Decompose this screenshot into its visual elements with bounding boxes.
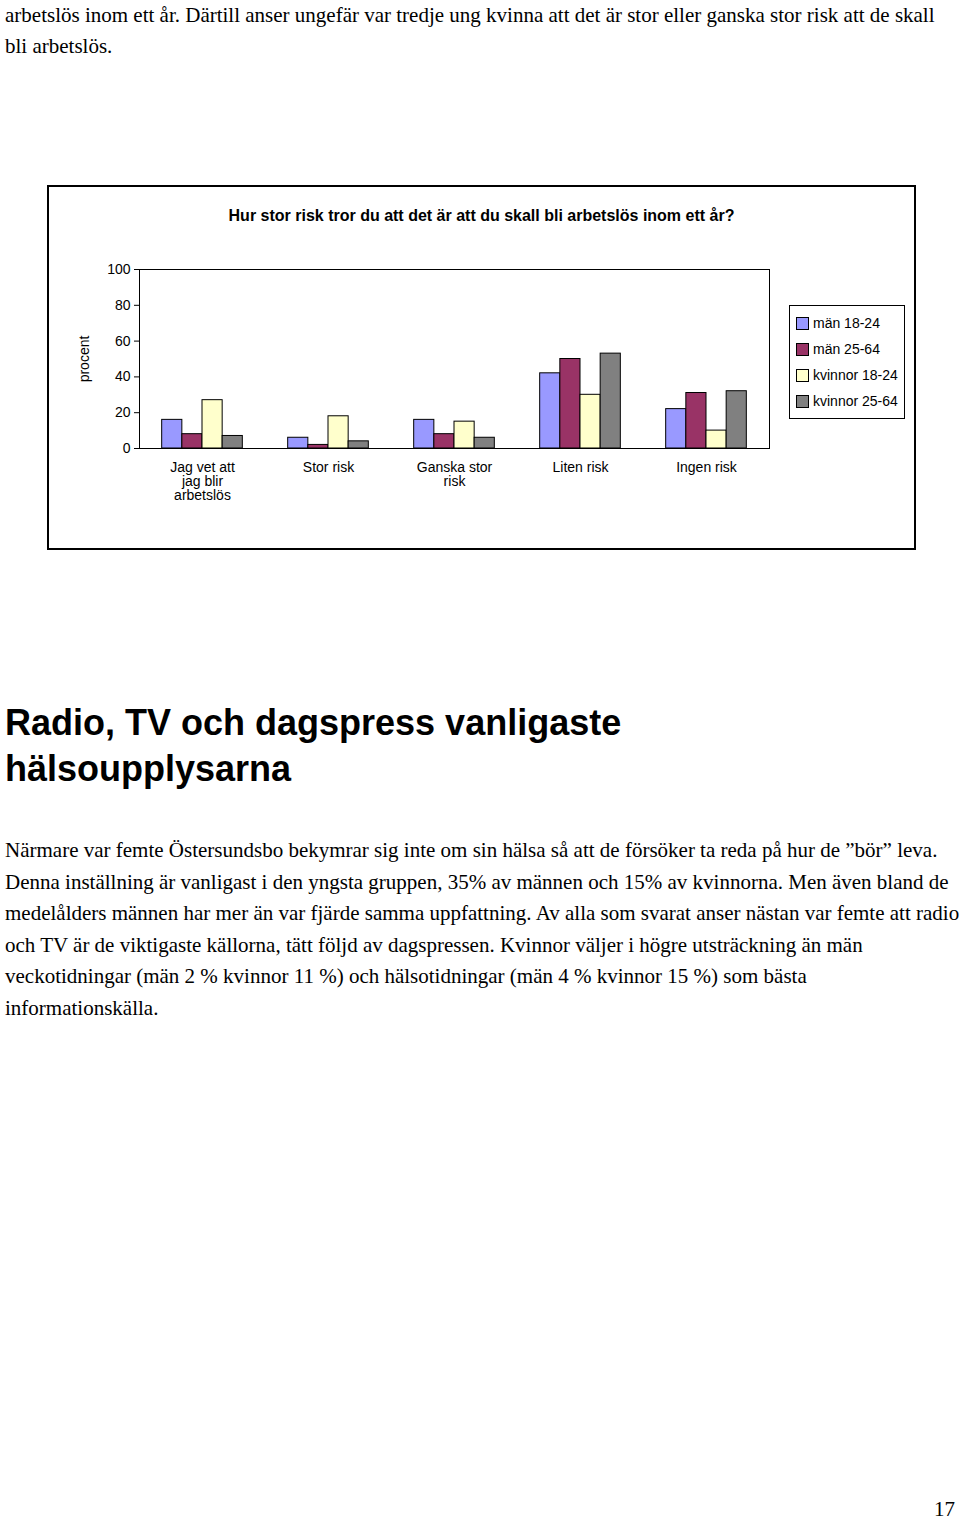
html-text:17: 17	[934, 1497, 955, 1521]
svg-text:0: 0	[123, 440, 131, 456]
svg-text:100: 100	[107, 261, 131, 277]
html-text:Närmare var femte Östersundsbo: Närmare var femte Östersundsbo bekymrar …	[5, 838, 960, 1020]
svg-text:procent: procent	[76, 336, 92, 383]
html-text:kvinnor 25-64: kvinnor 25-64	[813, 393, 898, 409]
svg-text:Stor risk: Stor risk	[303, 459, 355, 475]
svg-text:Jag vet attjag blirarbetslös: Jag vet attjag blirarbetslös	[170, 459, 235, 503]
html-text:Radio, TV och dagspress vanlig: Radio, TV och dagspress vanligaste hälso…	[5, 702, 622, 789]
html-text:arbetslös inom ett år. Därtill: arbetslös inom ett år. Därtill anser ung…	[5, 3, 935, 58]
svg-text:80: 80	[115, 297, 131, 313]
svg-text:Ingen risk: Ingen risk	[676, 459, 738, 475]
svg-text:Ganska storrisk: Ganska storrisk	[417, 459, 493, 489]
svg-text:60: 60	[115, 333, 131, 349]
svg-text:40: 40	[115, 368, 131, 384]
html-text:män 18-24: män 18-24	[813, 315, 880, 331]
svg-text:Liten risk: Liten risk	[552, 459, 609, 475]
html-text:män 25-64: män 25-64	[813, 341, 880, 357]
html-text:kvinnor 18-24: kvinnor 18-24	[813, 367, 898, 383]
svg-text:20: 20	[115, 404, 131, 420]
html-text:Hur stor risk tror du att det: Hur stor risk tror du att det är att du …	[228, 207, 735, 224]
